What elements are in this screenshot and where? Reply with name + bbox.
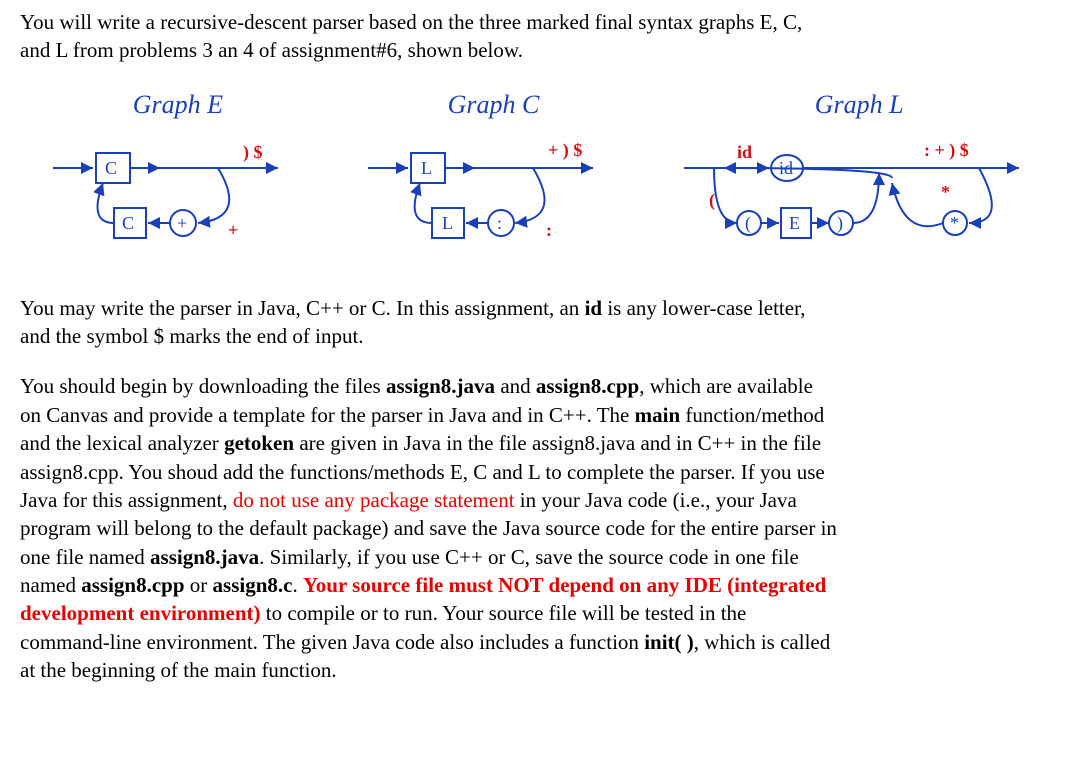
graph-C-colon-terminal: : (497, 213, 502, 233)
mp-s1-mid: and (495, 374, 536, 398)
graph-E-title: Graph E (48, 87, 308, 122)
graph-E: Graph E C ) $ + C (48, 87, 308, 258)
intro-line2: and L from problems 3 an 4 of assignment… (20, 38, 523, 62)
mp-s7-pre: one file named (20, 545, 150, 569)
mp-s2-pre: on Canvas and provide a template for the… (20, 403, 635, 427)
mp-s8-b1: assign8.cpp (81, 573, 184, 597)
graph-E-svg: C ) $ + C + (48, 128, 308, 258)
mp-s5-red: do not use any package statement (233, 488, 515, 512)
mp-s3-post: are given in Java in the file assign8.ja… (294, 431, 821, 455)
graph-L-title: Graph L (679, 87, 1039, 122)
mp-s10-b1: init( ) (644, 630, 694, 654)
graph-C: Graph C L + ) $ : L : (363, 87, 623, 258)
mp-s2-b1: main (635, 403, 681, 427)
mp-s8-b2: assign8.c (213, 573, 293, 597)
graph-E-loop-box: C (122, 213, 134, 233)
graph-L-lparen: ( (745, 213, 751, 234)
mp-s10-post: , which is called (694, 630, 830, 654)
mid-pre: You may write the parser in Java, C++ or… (20, 296, 585, 320)
graph-C-title: Graph C (363, 87, 623, 122)
graph-C-box-L: L (421, 158, 432, 178)
mp-s1-b1: assign8.java (386, 374, 495, 398)
graph-L: Graph L id id ( ( E ) : + ) (679, 87, 1039, 268)
mp-s7-post: . Similarly, if you use C++ or C, save t… (259, 545, 799, 569)
mp-s5-post: in your Java code (i.e., your Java (515, 488, 797, 512)
graph-L-id-label: id (737, 142, 752, 162)
intro-line1: You will write a recursive-descent parse… (20, 10, 802, 34)
graph-C-loop-box: L (442, 213, 453, 233)
mp-s8-pre: named (20, 573, 81, 597)
graph-L-red-star: * (941, 182, 950, 202)
mp-s8-post: . (292, 573, 303, 597)
mid-line2: and the symbol $ marks the end of input. (20, 324, 364, 348)
graph-L-star-terminal: * (950, 213, 959, 233)
mp-s8-mid: or (185, 573, 213, 597)
graph-E-box-C: C (105, 158, 117, 178)
graph-E-red-plus: + (228, 220, 238, 240)
graph-L-exit-markers: : + ) $ (924, 140, 969, 161)
graph-C-exit-markers: + ) $ (548, 140, 582, 161)
mp-s5-pre: Java for this assignment, (20, 488, 233, 512)
mid-paragraph: You may write the parser in Java, C++ or… (20, 294, 1067, 351)
mp-s7-b1: assign8.java (150, 545, 259, 569)
mp-s2-post: function/method (680, 403, 824, 427)
syntax-graphs-row: Graph E C ) $ + C (20, 87, 1067, 268)
graph-E-plus-terminal: + (177, 213, 187, 233)
mp-s10-pre: command-line environment. The given Java… (20, 630, 644, 654)
graph-L-red-lparen: ( (709, 190, 715, 211)
mp-s1-post: , which are available (639, 374, 813, 398)
mp-s9-redbold: development environment) (20, 601, 261, 625)
main-paragraph: You should begin by downloading the file… (20, 372, 1067, 684)
mp-s9-post: to compile or to run. Your source file w… (261, 601, 747, 625)
mp-s6: program will belong to the default packa… (20, 516, 837, 540)
graph-C-red-colon: : (546, 220, 552, 240)
graph-C-svg: L + ) $ : L : (363, 128, 623, 258)
mid-bold-id: id (585, 296, 603, 320)
mp-s11: at the beginning of the main function. (20, 658, 337, 682)
graph-L-rparen: ) (837, 213, 843, 234)
mp-s1-b2: assign8.cpp (536, 374, 639, 398)
mid-post-id: is any lower-case letter, (602, 296, 805, 320)
graph-L-E-box: E (789, 213, 800, 233)
mp-s1-pre: You should begin by downloading the file… (20, 374, 386, 398)
intro-paragraph: You will write a recursive-descent parse… (20, 8, 1067, 65)
graph-E-exit-markers: ) $ (243, 142, 263, 163)
mp-s4: assign8.cpp. You shoud add the functions… (20, 460, 825, 484)
mp-s3-b1: getoken (224, 431, 294, 455)
graph-L-svg: id id ( ( E ) : + ) $ * * (679, 128, 1039, 268)
mp-s3-pre: and the lexical analyzer (20, 431, 224, 455)
mp-s8-redbold: Your source file must NOT depend on any … (303, 573, 826, 597)
